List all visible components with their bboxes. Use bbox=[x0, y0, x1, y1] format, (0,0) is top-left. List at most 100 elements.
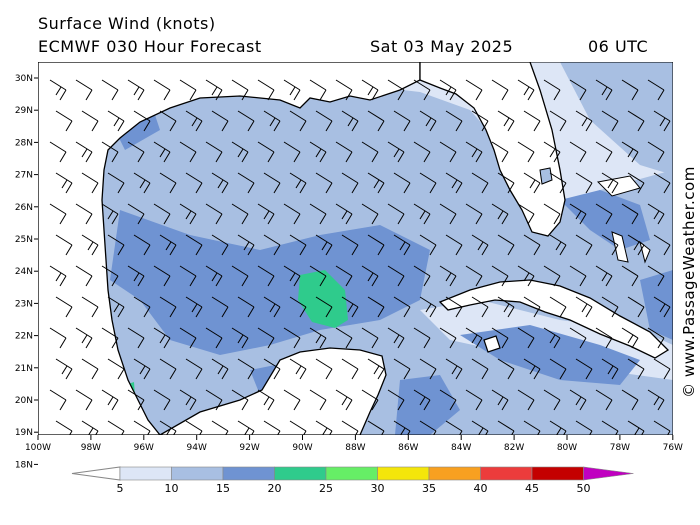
wind-barb bbox=[387, 265, 405, 287]
legend-label: 15 bbox=[216, 482, 230, 495]
wind-barb bbox=[211, 110, 229, 132]
wind-barb bbox=[471, 110, 489, 132]
wind-barb bbox=[595, 79, 613, 101]
wind-barb bbox=[653, 110, 671, 132]
wind-barb bbox=[413, 79, 431, 101]
legend-swatch bbox=[119, 466, 172, 481]
wind-barb bbox=[335, 141, 353, 163]
wind-barb bbox=[387, 327, 405, 349]
wind-barb bbox=[81, 234, 99, 256]
wind-barb bbox=[393, 172, 411, 194]
wind-barb bbox=[179, 141, 197, 163]
wind-barb bbox=[289, 358, 307, 380]
wind-barb bbox=[465, 265, 483, 287]
wind-barb bbox=[471, 172, 489, 194]
wind-barb bbox=[289, 234, 307, 256]
wind-barb bbox=[231, 265, 249, 287]
wind-barb bbox=[257, 389, 275, 411]
wind-barb bbox=[627, 234, 645, 256]
wind-barb bbox=[445, 172, 463, 194]
wind-barb bbox=[491, 203, 509, 225]
wind-barb bbox=[205, 141, 223, 163]
wind-barb bbox=[75, 389, 93, 411]
longitude-axis: 100W 98W 96W 94W 92W 90W 88W 86W 84W 82W 80W 78W 76W bbox=[25, 435, 683, 453]
wind-barb bbox=[185, 234, 203, 256]
wind-barb bbox=[81, 110, 99, 132]
wind-barb bbox=[159, 234, 177, 256]
map-title: Surface Wind (knots) bbox=[38, 14, 216, 33]
wind-barb bbox=[497, 110, 515, 132]
wind-barb bbox=[153, 265, 171, 287]
wind-barb bbox=[653, 358, 671, 380]
wind-barb bbox=[101, 141, 119, 163]
wind-barb bbox=[49, 203, 67, 225]
wind-barb bbox=[601, 234, 619, 256]
wind-barb bbox=[569, 265, 587, 287]
lat-label: 22N bbox=[15, 332, 33, 342]
wind-barb bbox=[185, 420, 203, 435]
wind-barb bbox=[627, 296, 645, 318]
wind-barb bbox=[107, 296, 125, 318]
lon-label: 84W bbox=[451, 443, 471, 453]
wind-barb bbox=[393, 358, 411, 380]
wind-barb bbox=[159, 172, 177, 194]
wind-barb bbox=[335, 79, 353, 101]
wind-barb bbox=[75, 79, 93, 101]
wind-barb bbox=[439, 389, 457, 411]
wind-barb bbox=[465, 79, 483, 101]
wind-barb bbox=[653, 420, 671, 435]
wind-barb bbox=[543, 327, 561, 349]
wind-barb bbox=[367, 172, 385, 194]
wind-barb bbox=[185, 110, 203, 132]
wind-barb bbox=[107, 358, 125, 380]
wind-barb bbox=[497, 296, 515, 318]
wind-barb bbox=[55, 234, 73, 256]
wind-barb bbox=[621, 203, 639, 225]
wind-barb bbox=[263, 172, 281, 194]
wind-barb bbox=[419, 296, 437, 318]
wind-barb bbox=[419, 234, 437, 256]
wind-barb bbox=[179, 389, 197, 411]
wind-barb bbox=[491, 265, 509, 287]
wind-barb bbox=[413, 141, 431, 163]
wind-barb bbox=[523, 358, 541, 380]
wind-barb bbox=[465, 141, 483, 163]
legend-label: 30 bbox=[371, 482, 385, 495]
wind-barb bbox=[543, 389, 561, 411]
wind-barb bbox=[439, 265, 457, 287]
wind-barb bbox=[465, 389, 483, 411]
wind-barb bbox=[341, 358, 359, 380]
wind-barb bbox=[341, 110, 359, 132]
lat-label: 26N bbox=[15, 203, 33, 213]
wind-barb bbox=[335, 389, 353, 411]
legend-arrow-left bbox=[71, 466, 121, 481]
wind-barb bbox=[543, 203, 561, 225]
wind-barb bbox=[237, 110, 255, 132]
lon-label: 98W bbox=[81, 443, 101, 453]
wind-barb bbox=[127, 327, 145, 349]
wind-barb bbox=[497, 172, 515, 194]
wind-barb bbox=[211, 296, 229, 318]
wind-barb bbox=[621, 327, 639, 349]
wind-barb bbox=[49, 79, 67, 101]
wind-barb bbox=[569, 327, 587, 349]
wind-barb bbox=[627, 110, 645, 132]
lat-label: 29N bbox=[15, 106, 33, 116]
wind-barb bbox=[575, 358, 593, 380]
wind-barb bbox=[127, 141, 145, 163]
land-cuba bbox=[438, 279, 670, 359]
wind-barb bbox=[653, 234, 671, 256]
wind-barb bbox=[55, 420, 73, 435]
wind-barb bbox=[49, 265, 67, 287]
lon-label: 88W bbox=[345, 443, 365, 453]
wind-barb bbox=[361, 141, 379, 163]
wind-barb bbox=[289, 172, 307, 194]
wind-barb bbox=[211, 234, 229, 256]
wind-barb bbox=[179, 203, 197, 225]
wind-barb bbox=[133, 172, 151, 194]
legend-swatch bbox=[480, 466, 533, 481]
lat-label: 20N bbox=[15, 396, 33, 406]
wind-barb bbox=[621, 389, 639, 411]
wind-barb bbox=[75, 141, 93, 163]
wind-barb bbox=[49, 141, 67, 163]
